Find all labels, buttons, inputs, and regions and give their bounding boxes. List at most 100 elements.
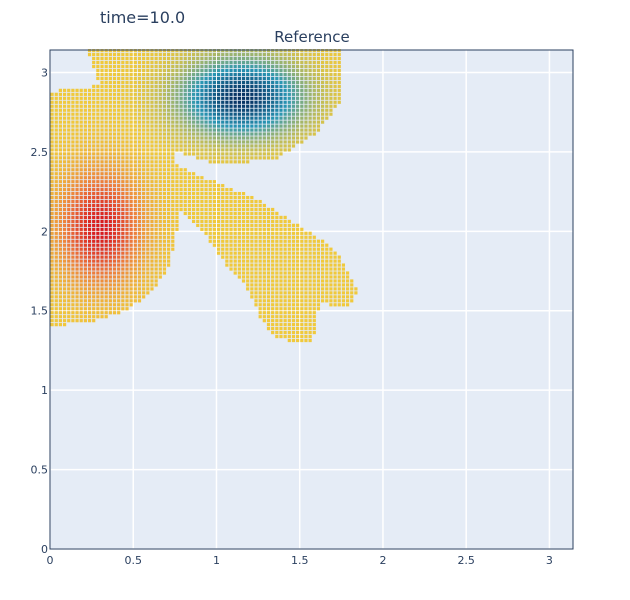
data-point xyxy=(142,235,146,239)
data-point xyxy=(171,92,175,96)
data-point xyxy=(275,92,279,96)
data-point xyxy=(96,271,100,275)
data-point xyxy=(54,180,58,184)
data-point xyxy=(100,255,104,259)
data-point xyxy=(225,64,229,69)
data-point xyxy=(117,53,121,57)
data-point xyxy=(254,231,258,235)
data-point xyxy=(79,192,83,196)
data-point xyxy=(171,49,175,53)
data-point xyxy=(196,215,200,220)
data-point xyxy=(308,323,312,327)
data-point xyxy=(250,287,254,291)
data-point xyxy=(133,160,137,164)
data-point xyxy=(54,219,58,223)
data-point xyxy=(316,92,321,96)
data-point xyxy=(146,96,150,100)
data-point xyxy=(162,239,167,243)
data-point xyxy=(275,243,279,247)
data-point xyxy=(137,168,142,172)
data-point xyxy=(191,203,196,208)
data-point xyxy=(254,295,258,299)
data-point xyxy=(117,124,121,128)
data-point xyxy=(117,279,121,283)
data-point xyxy=(100,207,104,212)
data-point xyxy=(129,120,133,124)
data-point xyxy=(291,235,296,239)
data-point xyxy=(237,203,241,208)
data-point xyxy=(129,259,133,263)
data-point xyxy=(304,263,308,267)
data-point xyxy=(283,108,287,112)
data-point xyxy=(150,49,154,53)
data-point xyxy=(308,319,312,323)
data-point xyxy=(58,259,63,263)
data-point xyxy=(200,152,204,156)
data-point xyxy=(104,172,108,176)
data-point xyxy=(187,92,192,96)
data-point xyxy=(108,291,112,295)
data-point xyxy=(275,311,279,315)
data-point xyxy=(216,199,221,204)
data-point xyxy=(96,227,100,231)
data-point xyxy=(329,283,333,287)
data-point xyxy=(308,327,312,331)
data-point xyxy=(258,108,262,112)
data-point xyxy=(321,259,325,263)
data-point xyxy=(171,104,175,108)
data-point xyxy=(87,124,92,128)
data-point xyxy=(254,96,258,100)
data-point xyxy=(304,88,308,92)
data-point xyxy=(146,176,150,180)
data-point xyxy=(275,56,279,61)
data-point xyxy=(121,243,125,247)
data-point xyxy=(133,247,137,251)
data-point xyxy=(287,49,291,53)
data-point xyxy=(129,295,133,299)
data-point xyxy=(266,128,271,132)
data-point xyxy=(250,72,254,77)
data-point xyxy=(92,231,96,235)
data-point xyxy=(142,132,146,136)
data-point xyxy=(312,104,316,108)
data-point xyxy=(158,60,162,65)
data-point xyxy=(316,56,321,61)
data-point xyxy=(329,84,333,88)
data-point xyxy=(250,64,254,69)
data-point xyxy=(154,283,158,287)
data-point xyxy=(250,219,254,223)
data-point xyxy=(204,53,208,57)
data-point xyxy=(216,219,221,223)
data-point xyxy=(221,124,225,128)
data-point xyxy=(187,88,192,92)
data-point xyxy=(117,144,121,148)
data-point xyxy=(241,279,246,283)
data-point xyxy=(117,263,121,267)
data-point xyxy=(150,203,154,208)
data-point xyxy=(133,80,137,85)
data-point xyxy=(225,84,229,88)
data-point xyxy=(191,144,196,148)
data-point xyxy=(237,132,241,136)
data-point xyxy=(337,283,341,287)
data-point xyxy=(50,92,54,96)
data-point xyxy=(271,53,275,57)
data-point xyxy=(92,247,96,251)
data-point xyxy=(291,243,296,247)
data-point xyxy=(271,247,275,251)
data-point xyxy=(92,172,96,176)
data-point xyxy=(58,311,63,315)
data-point xyxy=(121,203,125,208)
data-point xyxy=(329,295,333,299)
data-point xyxy=(229,188,233,192)
data-point xyxy=(171,80,175,85)
data-point xyxy=(67,88,71,92)
data-point xyxy=(50,108,54,112)
data-point xyxy=(117,128,121,132)
data-point xyxy=(137,92,142,96)
data-point xyxy=(58,116,63,120)
data-point xyxy=(225,243,229,247)
data-point xyxy=(212,227,216,231)
data-point xyxy=(58,124,63,128)
data-point xyxy=(312,307,316,311)
